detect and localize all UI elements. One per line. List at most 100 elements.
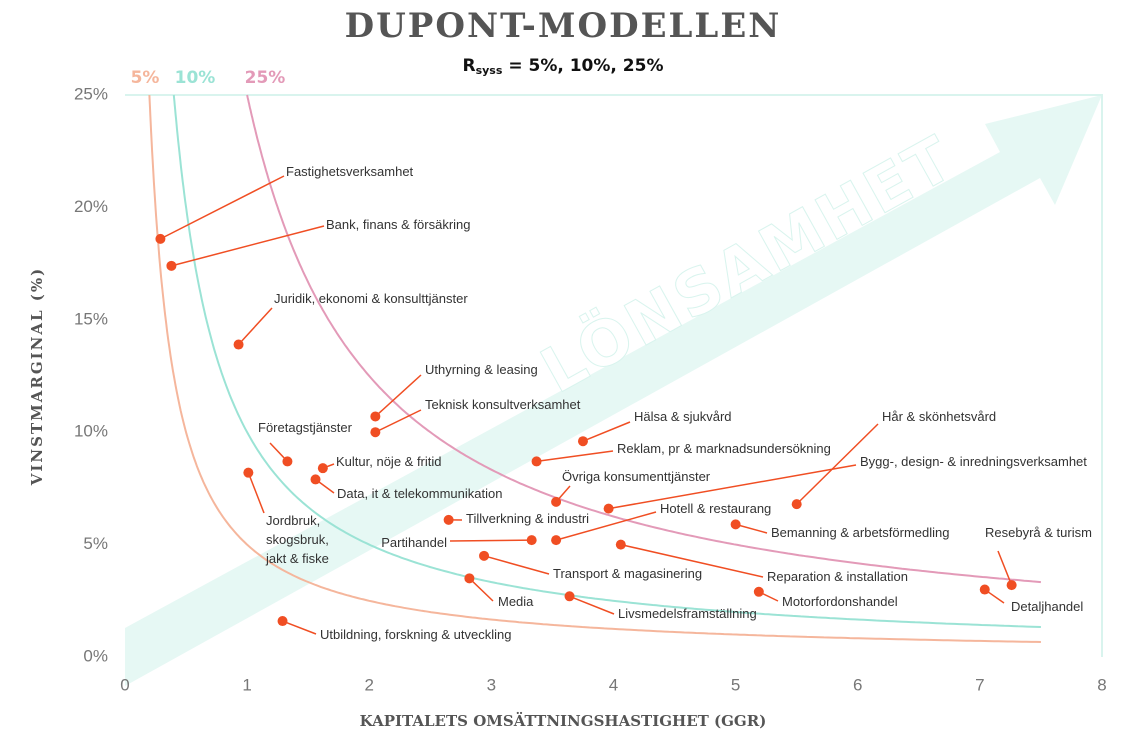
- data-point: [791, 499, 802, 510]
- point-label: Resebyrå & turism: [985, 525, 1092, 540]
- data-point: [564, 591, 575, 602]
- leader-line: [374, 374, 422, 418]
- data-point: [310, 474, 321, 485]
- point-label: Livsmedelsframställning: [618, 606, 757, 621]
- point-label: Fastighetsverksamhet: [286, 164, 414, 179]
- point-label: Teknisk konsultverksamhet: [425, 397, 581, 412]
- point-label: Partihandel: [381, 535, 447, 550]
- point-label: Data, it & telekommunikation: [337, 486, 502, 501]
- x-tick-label: 7: [975, 675, 984, 694]
- leader-line: [997, 550, 1013, 586]
- y-tick-label: 5%: [83, 534, 108, 553]
- leader-line: [555, 511, 657, 541]
- y-tick-label: 10%: [74, 422, 108, 441]
- y-tick-label: 0%: [83, 646, 108, 665]
- leader-line: [282, 620, 317, 635]
- data-point: [233, 339, 244, 350]
- leader-line: [608, 464, 857, 510]
- y-axis-label: VINSTMARGINAL (%): [28, 267, 46, 486]
- x-tick-label: 1: [242, 675, 251, 694]
- point-label: Uthyrning & leasing: [425, 362, 538, 377]
- leader-line: [620, 543, 764, 578]
- iso-curve: [172, 94, 1041, 628]
- point-label: Reklam, pr & marknadsundersökning: [617, 441, 831, 456]
- data-point: [730, 519, 741, 530]
- point-label: Utbildning, forskning & utveckling: [320, 627, 512, 642]
- leader-line: [796, 423, 879, 505]
- point-label: Bygg-, design- & inredningsverksamhet: [860, 454, 1087, 469]
- leader-line: [238, 307, 273, 346]
- data-point: [464, 573, 475, 584]
- leader-line: [375, 409, 422, 433]
- point-label: Transport & magasinering: [553, 566, 702, 581]
- leader-line: [449, 539, 532, 542]
- point-label: Jordbruk, skogsbruk, jakt & fiske: [265, 513, 329, 566]
- data-point: [531, 456, 542, 467]
- point-label: Reparation & installation: [767, 569, 908, 584]
- subtitle-sub: syss: [476, 64, 503, 77]
- leader-line: [247, 472, 265, 514]
- x-tick-label: 8: [1097, 675, 1106, 694]
- data-point: [155, 233, 166, 244]
- x-axis-label: KAPITALETS OMSÄTTNINGSHASTIGHET (GGR): [360, 711, 767, 730]
- data-point: [243, 467, 254, 478]
- point-label: Företagstjänster: [258, 420, 353, 435]
- leader-line: [569, 595, 615, 615]
- point-label: Juridik, ekonomi & konsulttjänster: [274, 291, 468, 306]
- data-point: [370, 411, 381, 422]
- point-label: Hotell & restaurang: [660, 501, 771, 516]
- point-label: Hår & skönhetsvård: [882, 409, 996, 424]
- point-label: Övriga konsumenttjänster: [562, 469, 711, 484]
- data-point: [551, 496, 562, 507]
- chart-title: DUPONT-MODELLEN: [345, 6, 782, 46]
- profitability-arrow: [125, 95, 1102, 686]
- data-point: [551, 535, 562, 546]
- leader-line: [171, 225, 325, 267]
- leader-line: [468, 577, 494, 602]
- point-label: Bank, finans & försäkring: [326, 217, 471, 232]
- y-tick-label: 15%: [74, 309, 108, 328]
- data-point: [603, 503, 614, 514]
- leader-line: [536, 450, 614, 463]
- leader-line: [160, 175, 285, 240]
- data-point: [615, 539, 626, 550]
- x-tick-label: 5: [731, 675, 740, 694]
- iso-curve: [148, 94, 1041, 643]
- y-tick-label: 25%: [74, 84, 108, 103]
- x-tick-label: 4: [609, 675, 618, 694]
- data-point: [526, 535, 537, 546]
- data-point: [753, 586, 764, 597]
- curve-label: 25%: [245, 68, 286, 88]
- curve-label: 10%: [175, 68, 216, 88]
- data-point: [166, 260, 177, 271]
- leader-line: [582, 421, 631, 442]
- x-tick-label: 2: [365, 675, 374, 694]
- point-label: Bemanning & arbetsförmedling: [771, 525, 950, 540]
- leader-line: [483, 555, 550, 575]
- x-tick-label: 3: [487, 675, 496, 694]
- x-tick-label: 0: [120, 675, 129, 694]
- iso-curve: [246, 94, 1041, 584]
- point-label: Media: [498, 594, 534, 609]
- data-point: [443, 514, 454, 525]
- data-point: [282, 456, 293, 467]
- y-tick-label: 20%: [74, 197, 108, 216]
- plot-frame: [125, 94, 1103, 657]
- point-label: Kultur, nöje & fritid: [336, 454, 442, 469]
- point-label: Detaljhandel: [1011, 599, 1083, 614]
- data-point: [277, 616, 288, 627]
- point-label: Tillverkning & industri: [466, 511, 589, 526]
- data-point: [317, 463, 328, 474]
- subtitle-rest: = 5%, 10%, 25%: [502, 56, 663, 76]
- curve-label: 5%: [131, 68, 160, 88]
- data-point: [1006, 580, 1017, 591]
- chart-subtitle: Rsyss = 5%, 10%, 25%: [463, 56, 664, 77]
- subtitle-main: R: [463, 56, 476, 76]
- data-point: [479, 550, 490, 561]
- point-label: Hälsa & sjukvård: [634, 409, 732, 424]
- x-tick-label: 6: [853, 675, 862, 694]
- data-point: [979, 584, 990, 595]
- watermark: LÖNSAMHET: [529, 121, 967, 408]
- data-point: [577, 436, 588, 447]
